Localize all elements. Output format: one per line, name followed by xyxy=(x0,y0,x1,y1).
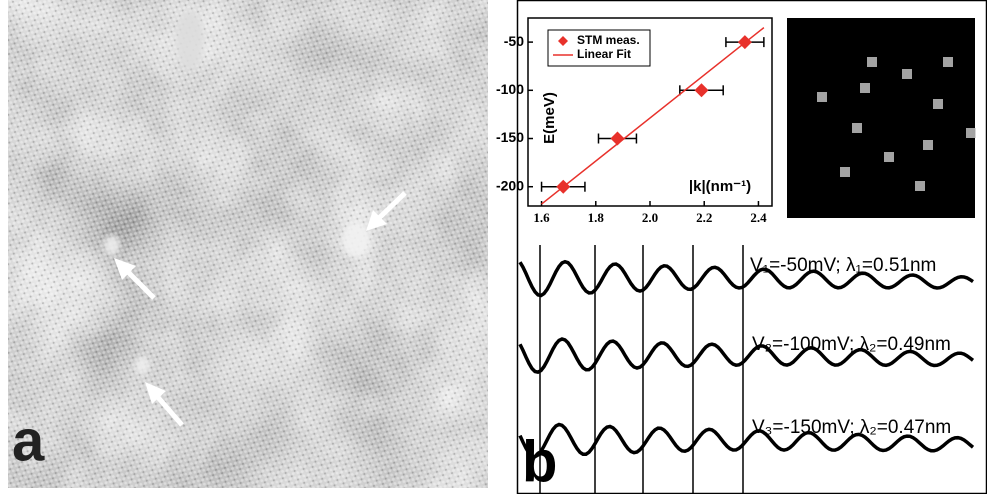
fft-inset xyxy=(787,18,976,218)
profile-label: V₁=-50mV; λ₁=0.51nm xyxy=(750,255,936,276)
legend-label: Linear Fit xyxy=(577,47,631,61)
fft-spot xyxy=(923,140,933,150)
fft-spot xyxy=(943,57,953,67)
y-tick-label: -50 xyxy=(504,33,524,49)
fft-spot xyxy=(840,167,850,177)
stm-image: a xyxy=(8,0,488,488)
legend: STM meas.Linear Fit xyxy=(548,30,650,66)
x-axis-label: |k|(nm⁻¹) xyxy=(689,178,751,195)
profile-label: V₃=-150mV; λ₂=0.47nm xyxy=(752,417,951,438)
figure: a V₁=-50mV; λ₁=0.51nm V₂=-100mV; λ₂=0.49… xyxy=(0,0,987,494)
fft-spot xyxy=(852,123,862,133)
panel-b: V₁=-50mV; λ₁=0.51nm V₂=-100mV; λ₂=0.49nm… xyxy=(518,1,987,494)
x-tick-label: 1.6 xyxy=(533,210,550,225)
x-tick-label: 2.2 xyxy=(696,210,712,225)
legend-label: STM meas. xyxy=(577,33,640,47)
panel-label: a xyxy=(12,408,45,473)
y-tick-label: -200 xyxy=(496,177,524,193)
y-tick-label: -150 xyxy=(496,129,524,145)
fft-spot xyxy=(867,57,877,67)
fft-spot xyxy=(915,181,925,191)
fft-spot xyxy=(902,69,912,79)
fft-spot xyxy=(860,83,870,93)
fft-spot xyxy=(933,99,943,109)
y-tick-label: -100 xyxy=(496,81,524,97)
profile-label: V₂=-100mV; λ₂=0.49nm xyxy=(752,334,951,355)
x-tick-label: 2.0 xyxy=(642,210,658,225)
y-axis-label: E(meV) xyxy=(541,92,558,144)
panel-label: b xyxy=(522,429,557,494)
x-tick-label: 2.4 xyxy=(750,210,767,225)
x-tick-label: 1.8 xyxy=(588,210,605,225)
fft-spot xyxy=(817,92,827,102)
fft-spot xyxy=(884,152,894,162)
fft-spot xyxy=(966,128,976,138)
